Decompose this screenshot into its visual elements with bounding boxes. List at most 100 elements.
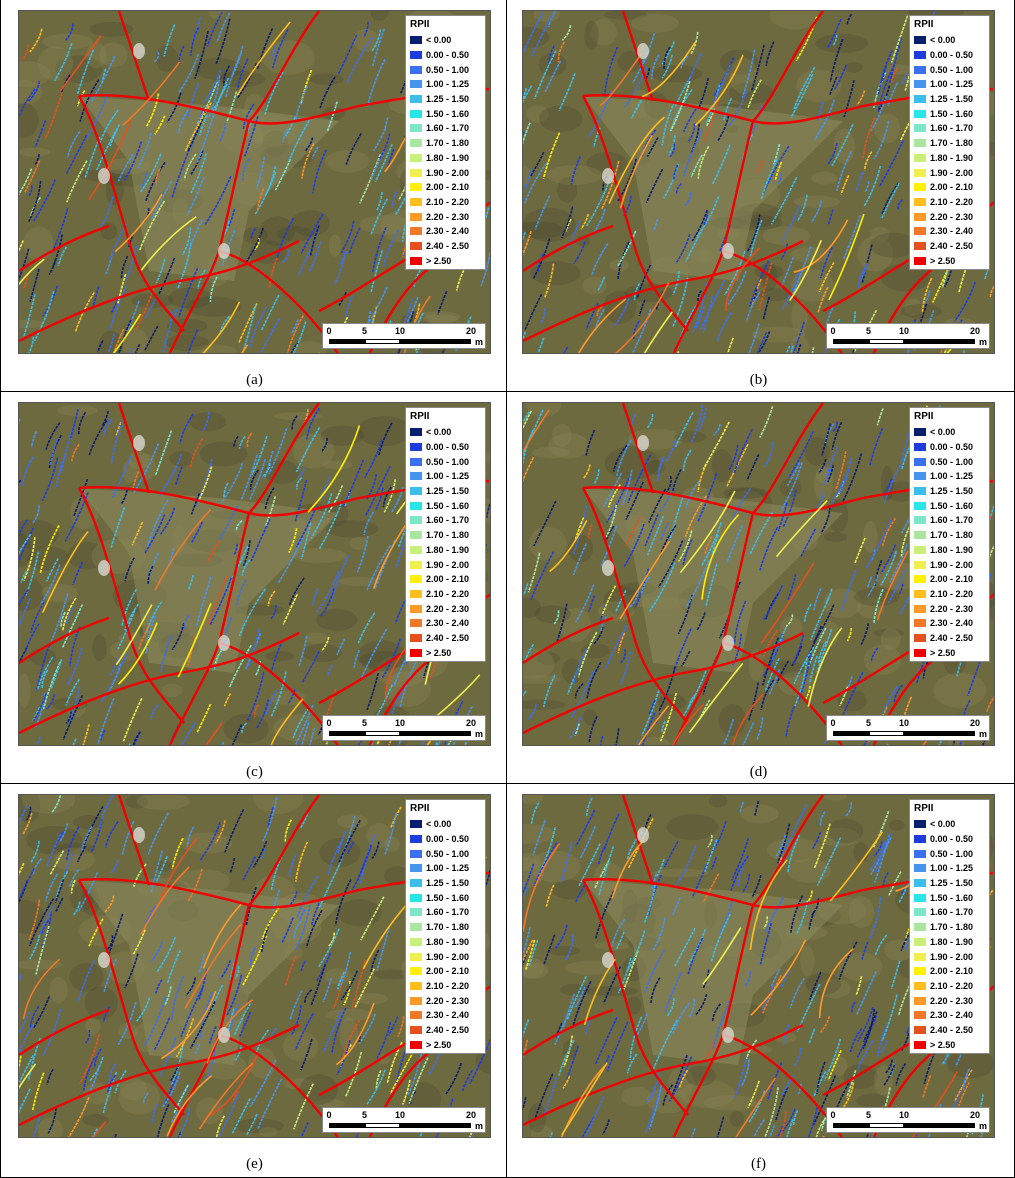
legend-swatch [410,183,422,192]
legend-swatch [410,443,422,452]
legend-label: 1.50 - 1.60 [426,108,470,119]
scale-segment [904,1123,975,1128]
legend-entry: 1.70 - 1.80 [410,136,481,151]
legend-swatch [914,560,926,569]
scale-tick-label: 10 [898,718,910,728]
legend-swatch [914,981,926,990]
legend-swatch [914,996,926,1005]
legend-label: 2.40 - 2.50 [930,240,974,251]
legend-label: 0.00 - 0.50 [930,50,974,61]
legend-swatch [410,908,422,917]
scale-segment [833,1123,869,1128]
legend-swatch [914,952,926,961]
legend-label: 1.50 - 1.60 [930,892,974,903]
rpii-map-d: RPII < 0.00 0.00 - 0.50 0.50 - 1.00 1.00 - 1… [522,402,995,746]
scale-segment [364,731,400,736]
legend-label: 2.30 - 2.40 [930,618,974,629]
legend-entry: 2.30 - 2.40 [410,616,481,631]
legend-swatch [410,893,422,902]
legend-entry: 2.10 - 2.20 [410,587,481,602]
legend-swatch [410,516,422,525]
legend-label: 0.00 - 0.50 [930,442,974,453]
legend-label: 2.10 - 2.20 [426,588,470,599]
legend-label: 1.00 - 1.25 [930,471,974,482]
legend-swatch [914,95,926,104]
legend-swatch [914,241,926,250]
scale-tick-label: 20 [465,326,477,336]
legend-label: 2.20 - 2.30 [426,995,470,1006]
legend-swatch [410,619,422,628]
legend-label: 1.60 - 1.70 [426,907,470,918]
legend-swatch [410,197,422,206]
legend-entry: 0.50 - 1.00 [410,62,481,77]
legend-swatch [410,472,422,481]
scale-segment [868,731,904,736]
legend-entry: 2.10 - 2.20 [410,195,481,210]
legend-entry: 1.90 - 2.00 [410,165,481,180]
scale-bar: 0 5 10 20 m [826,1107,990,1133]
scale-tick-label: 0 [326,326,332,336]
legend-swatch [410,952,422,961]
legend-swatch [410,879,422,888]
legend-entry: 1.50 - 1.60 [410,890,481,905]
legend-entry: 1.00 - 1.25 [914,469,985,484]
legend-swatch [410,531,422,540]
legend-swatch [914,648,926,657]
legend-entry: 2.40 - 2.50 [914,631,985,646]
scale-segment [400,1123,471,1128]
legend-entry: 1.80 - 1.90 [410,543,481,558]
legend-swatch [914,124,926,133]
legend-swatch [914,80,926,89]
legend-swatch [410,981,422,990]
panel-caption: (f) [751,1156,766,1172]
legend-label: 1.60 - 1.70 [930,123,974,134]
legend-entry: > 2.50 [410,253,481,268]
legend-label: 0.50 - 1.00 [426,848,470,859]
legend-label: 0.00 - 0.50 [426,442,470,453]
legend-label: 0.00 - 0.50 [426,834,470,845]
legend-label: 1.00 - 1.25 [426,471,470,482]
scale-tick-label: 5 [361,1110,368,1120]
legend-entry: 1.80 - 1.90 [410,151,481,166]
legend-entry: 1.50 - 1.60 [410,498,481,513]
legend-entry: < 0.00 [914,817,985,832]
legend-swatch [914,923,926,932]
legend-entry: < 0.00 [410,817,481,832]
legend-label: 1.60 - 1.70 [930,515,974,526]
scale-unit: m [474,337,483,347]
legend-swatch [914,197,926,206]
legend-label: 1.70 - 1.80 [426,922,470,933]
legend-label: 2.00 - 2.10 [930,182,974,193]
legend-entry: 1.70 - 1.80 [410,528,481,543]
legend-swatch [410,937,422,946]
legend-label: 2.00 - 2.10 [426,574,470,585]
legend-label: 2.00 - 2.10 [426,182,470,193]
legend-entry: 1.60 - 1.70 [410,121,481,136]
legend-entry: 1.60 - 1.70 [914,513,985,528]
legend-swatch [914,501,926,510]
legend-label: 2.00 - 2.10 [930,574,974,585]
legend-label: 1.60 - 1.70 [426,123,470,134]
legend-swatch [410,109,422,118]
legend-entry: 2.30 - 2.40 [914,224,985,239]
legend: RPII < 0.00 0.00 - 0.50 0.50 - 1.00 1.00 - 1… [405,407,486,662]
legend-entry: 0.50 - 1.00 [410,846,481,861]
legend-entry: 1.70 - 1.80 [410,920,481,935]
scale-unit: m [978,729,987,739]
legend-entry: 1.25 - 1.50 [914,876,985,891]
scale-tick-label: 20 [969,718,981,728]
legend-entry: 2.20 - 2.30 [410,209,481,224]
legend-label: 1.70 - 1.80 [426,138,470,149]
legend-label: 2.20 - 2.30 [930,603,974,614]
legend-swatch [410,51,422,60]
legend-entry: 1.60 - 1.70 [914,121,985,136]
legend-label: 0.50 - 1.00 [426,456,470,467]
legend-label: 1.25 - 1.50 [930,878,974,889]
scale-segment [329,1123,365,1128]
legend-label: 1.00 - 1.25 [426,863,470,874]
legend-swatch [410,560,422,569]
legend-swatch [914,36,926,45]
panel-caption: (e) [246,1156,263,1172]
legend-label: 1.80 - 1.90 [930,936,974,947]
legend-entry: 1.80 - 1.90 [914,543,985,558]
